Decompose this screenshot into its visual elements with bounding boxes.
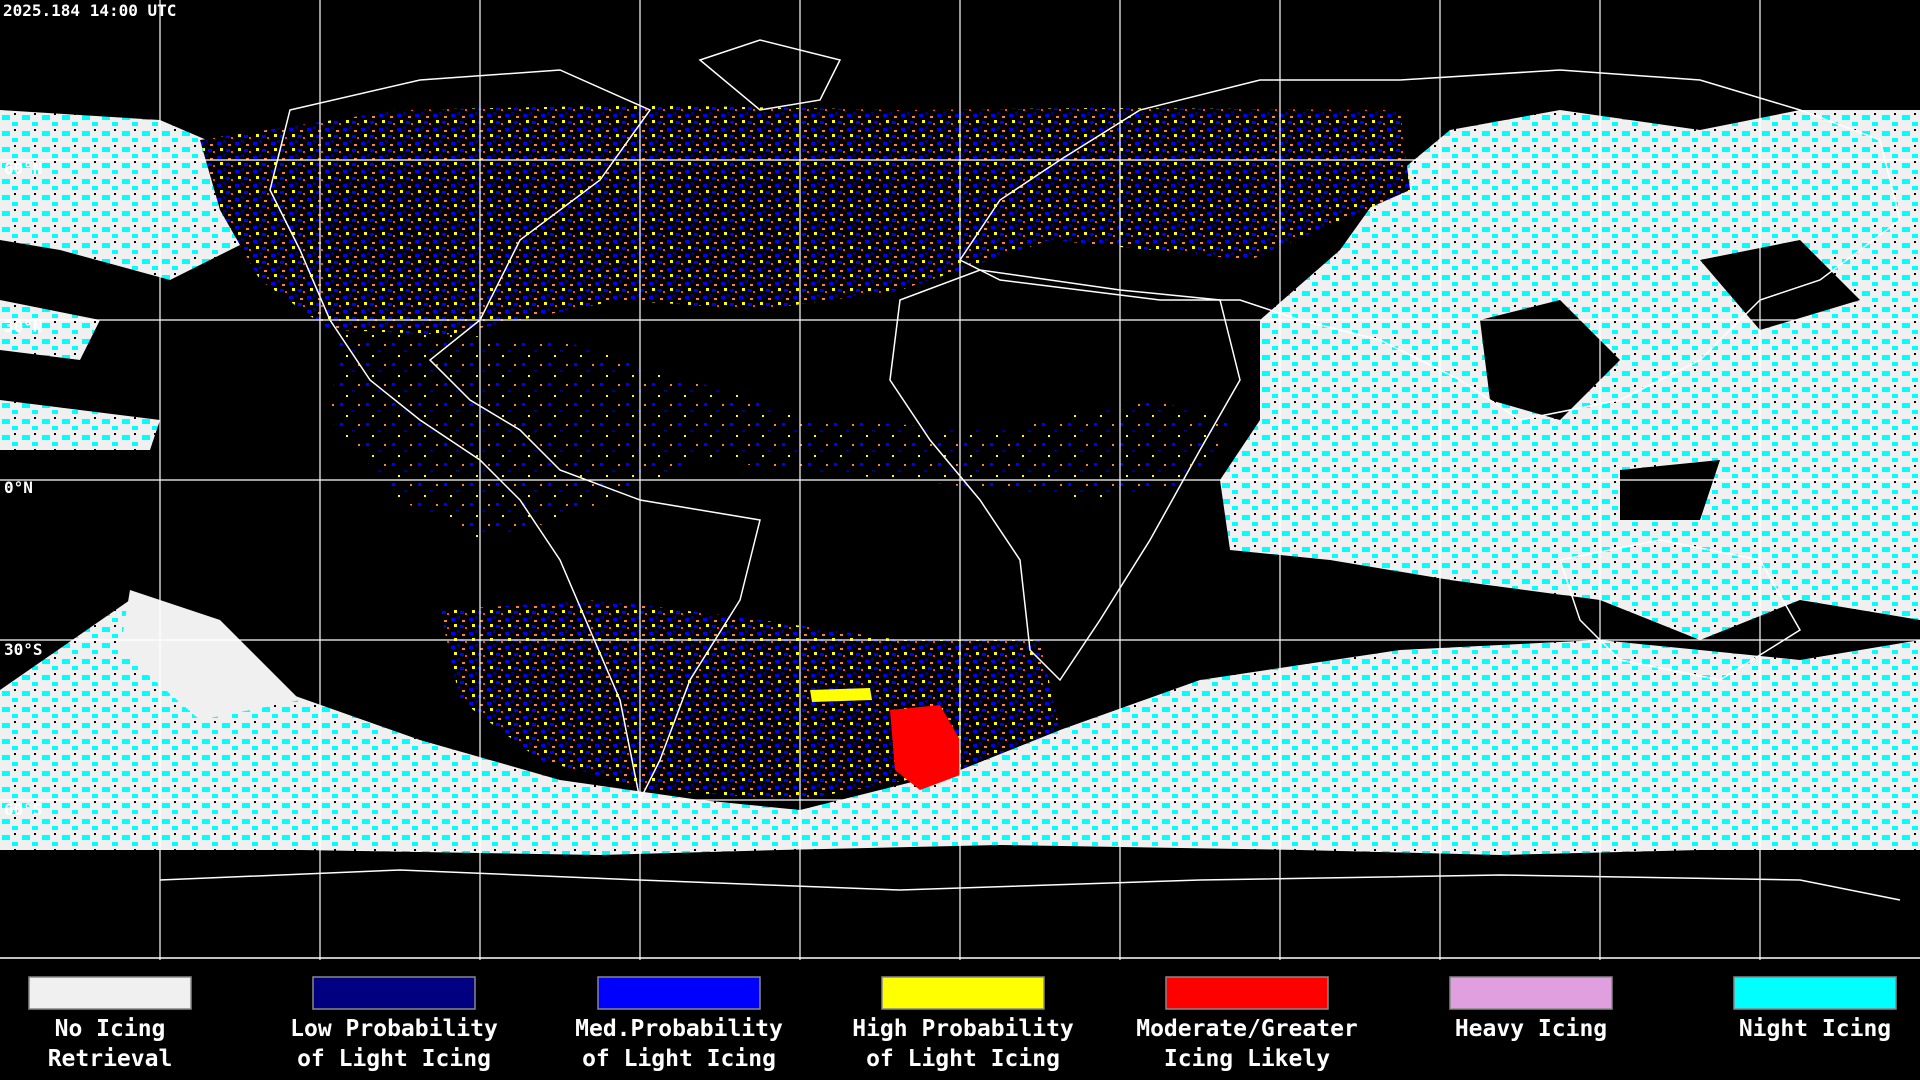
legend-swatch [1449, 976, 1613, 1010]
legend-swatch [1733, 976, 1897, 1010]
legend-label: Moderate/Greater [1136, 1016, 1358, 1042]
map-area: 2025.184 14:00 UTC [0, 0, 1920, 960]
legend-label: Icing Likely [1164, 1046, 1330, 1072]
latitude-label: 0°N [4, 478, 33, 497]
legend-label: Retrieval [48, 1046, 173, 1072]
legend-label: Night Icing [1739, 1016, 1891, 1042]
icing-region [330, 330, 1240, 540]
high-probability [810, 688, 872, 702]
graticule [0, 0, 1920, 960]
legend-label: Med.Probability [575, 1016, 783, 1042]
latitude-label: 60°S [4, 800, 43, 819]
legend-label: No Icing [55, 1016, 166, 1042]
legend-swatch [881, 976, 1045, 1010]
legend-label: of Light Icing [582, 1046, 776, 1072]
icing-region [200, 105, 1410, 340]
latitude-label: 30°S [4, 640, 43, 659]
legend-label: of Light Icing [297, 1046, 491, 1072]
legend-label: of Light Icing [866, 1046, 1060, 1072]
legend-swatch [597, 976, 761, 1010]
legend-label: Heavy Icing [1455, 1016, 1607, 1042]
timestamp: 2025.184 14:00 UTC [3, 1, 176, 20]
legend-label: Low Probability [290, 1016, 498, 1042]
no-icing-cloud [0, 110, 250, 450]
legend-swatch [1165, 976, 1329, 1010]
clear-sky [1480, 240, 1860, 520]
moderate-icing [890, 705, 960, 790]
legend-swatch [28, 976, 192, 1010]
latitude-label: 30°N [4, 317, 43, 336]
legend-swatch [312, 976, 476, 1010]
latitude-labels: 60°N 30°N 0°N 30°S 60°S [4, 159, 43, 819]
legend: No Icing Retrieval Low Probability of Light… [28, 976, 1897, 1072]
legend-label: High Probability [852, 1016, 1074, 1042]
latitude-label: 60°N [4, 159, 43, 178]
no-icing-cloud [120, 590, 300, 720]
